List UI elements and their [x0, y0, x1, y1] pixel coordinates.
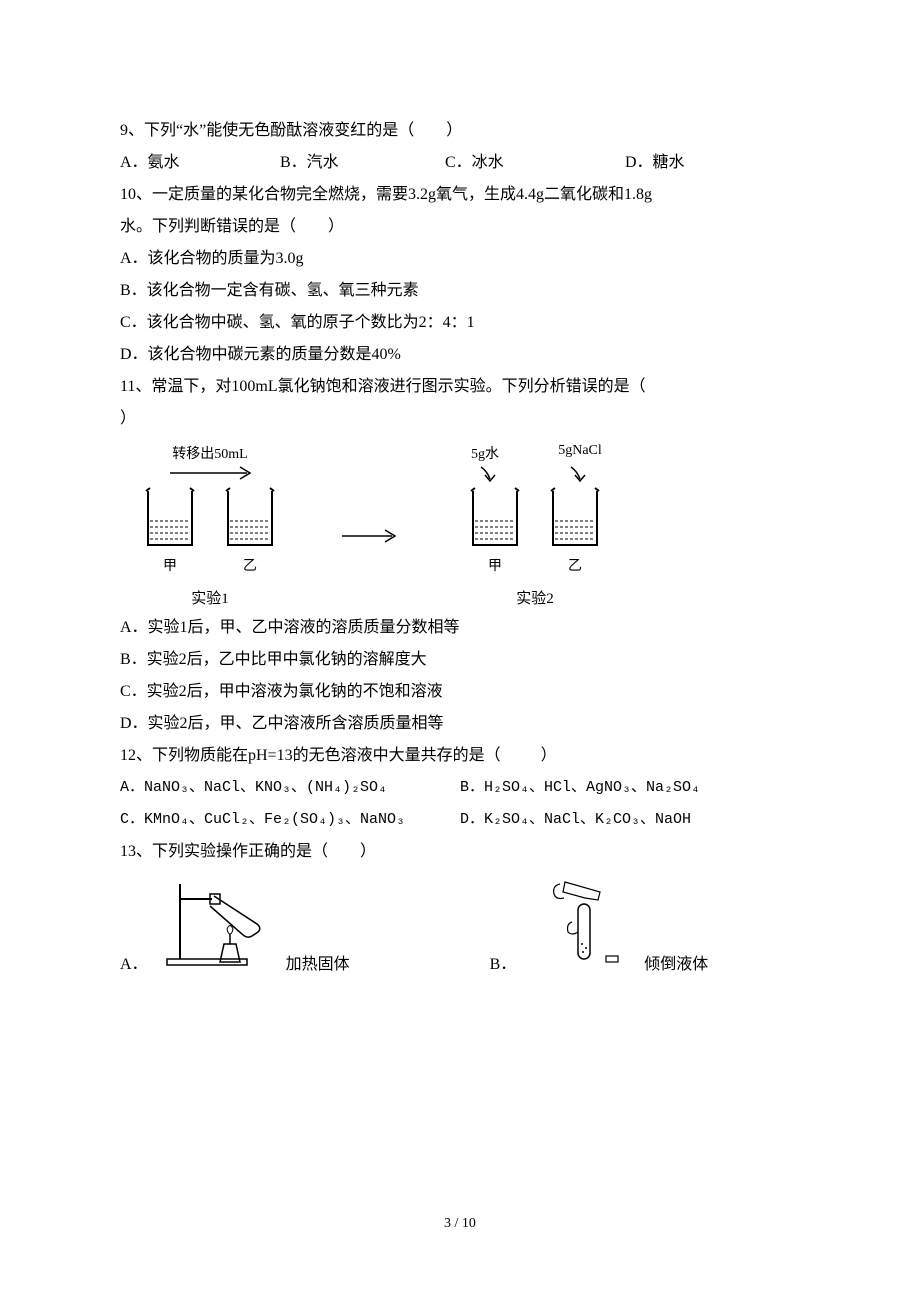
q9-choice-c: C．冰水: [445, 147, 625, 179]
q13-b-prefix: B．: [490, 950, 517, 974]
pouring-liquid-icon: [530, 874, 630, 969]
beaker-jia-label-1: 甲: [163, 555, 177, 575]
q12-stem: 12、下列物质能在pH=13的无色溶液中大量共存的是（ ）: [120, 740, 800, 772]
q10-stem-2: 水。下列判断错误的是（ ）: [120, 211, 800, 243]
q12-choice-b: B．H₂SO₄、HCl、AgNO₃、Na₂SO₄: [460, 772, 800, 804]
exp1-caption: 实验1: [191, 587, 229, 608]
q11-diagram: 转移出50mL 甲: [140, 443, 800, 608]
exp1-group: 转移出50mL 甲: [140, 443, 280, 608]
page-footer: 3 / 10: [0, 1216, 920, 1232]
q10-choice-a: A．该化合物的质量为3.0g: [120, 243, 800, 275]
beaker-jia-icon: [140, 483, 200, 553]
q12-choice-d: D．K₂SO₄、NaCl、K₂CO₃、NaOH: [460, 804, 800, 836]
heating-solid-icon: [162, 874, 272, 969]
q11-stem-1: 11、常温下，对100mL氯化钠饱和溶液进行图示实验。下列分析错误的是（: [120, 371, 800, 403]
q11-stem-2: ）: [120, 403, 800, 435]
q9-stem: 9、下列“水”能使无色酚酞溶液变红的是（ ）: [120, 115, 800, 147]
q9-choices: A．氨水 B．汽水 C．冰水 D．糖水: [120, 147, 800, 179]
beaker-yi-label-2: 乙: [568, 555, 582, 575]
q10-choice-b: B．该化合物一定含有碳、氢、氧三种元素: [120, 275, 800, 307]
q11-choice-a: A．实验1后，甲、乙中溶液的溶质质量分数相等: [120, 612, 800, 644]
q10-choice-d: D．该化合物中碳元素的质量分数是40%: [120, 339, 800, 371]
q12-choice-a: A．NaNO₃、NaCl、KNO₃、(NH₄)₂SO₄: [120, 772, 460, 804]
q12-choice-c: C．KMnO₄、CuCl₂、Fe₂(SO₄)₃、NaNO₃: [120, 804, 460, 836]
q9-choice-b: B．汽水: [280, 147, 445, 179]
q13-choices: A． 加热固体: [120, 874, 800, 974]
q13-item-b: B． 倾倒液体: [490, 874, 709, 974]
q13-stem: 13、下列实验操作正确的是（ ）: [120, 836, 800, 868]
beaker-yi-icon: [220, 483, 280, 553]
down-arrow-2-icon: [565, 463, 595, 483]
beaker-yi-label-1: 乙: [243, 555, 257, 575]
q9-choice-a: A．氨水: [120, 147, 280, 179]
q10-stem-1: 10、一定质量的某化合物完全燃烧，需要3.2g氧气，生成4.4g二氧化碳和1.8…: [120, 179, 800, 211]
q12-row-1: A．NaNO₃、NaCl、KNO₃、(NH₄)₂SO₄ B．H₂SO₄、HCl、…: [120, 772, 800, 804]
q13-b-text: 倾倒液体: [644, 950, 708, 974]
q11-choice-b: B．实验2后，乙中比甲中氯化钠的溶解度大: [120, 644, 800, 676]
add-water-label: 5g水: [460, 443, 510, 463]
transfer-arrow-icon: [165, 463, 255, 483]
exp2-group: 5g水 5gNaCl: [460, 443, 610, 608]
exp2-caption: 实验2: [516, 587, 554, 608]
beaker-jia-label-2: 甲: [488, 555, 502, 575]
add-salt-label: 5gNaCl: [550, 443, 610, 463]
q13-a-prefix: A．: [120, 950, 148, 974]
q12-row-2: C．KMnO₄、CuCl₂、Fe₂(SO₄)₃、NaNO₃ D．K₂SO₄、Na…: [120, 804, 800, 836]
beaker-jia-2-icon: [465, 483, 525, 553]
transfer-label: 转移出50mL: [172, 443, 247, 463]
between-arrow-icon: [340, 526, 400, 546]
q9-choice-d: D．糖水: [625, 147, 685, 179]
down-arrow-1-icon: [475, 463, 505, 483]
q13-item-a: A． 加热固体: [120, 874, 350, 974]
q10-choice-c: C．该化合物中碳、氢、氧的原子个数比为2：4：1: [120, 307, 800, 339]
q11-choice-d: D．实验2后，甲、乙中溶液所含溶质质量相等: [120, 708, 800, 740]
q11-choice-c: C．实验2后，甲中溶液为氯化钠的不饱和溶液: [120, 676, 800, 708]
q13-a-text: 加热固体: [286, 950, 350, 974]
beaker-yi-2-icon: [545, 483, 605, 553]
